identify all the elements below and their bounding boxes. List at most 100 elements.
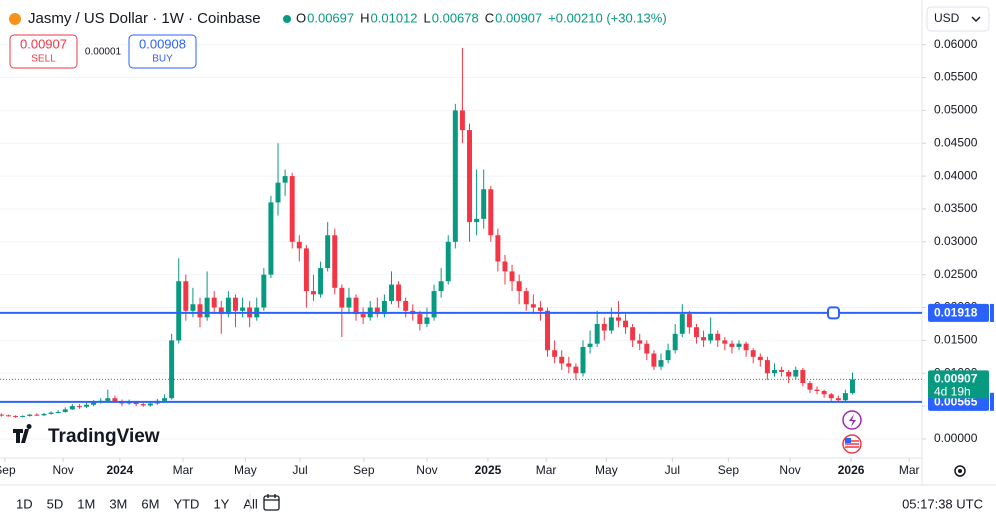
y-tick-label: 0.06000 [934, 37, 978, 51]
candle-body [452, 110, 458, 242]
currency-button[interactable] [926, 6, 990, 32]
candle-body [779, 369, 785, 372]
candle-body [91, 402, 97, 405]
range-button[interactable]: All [243, 496, 258, 511]
candle-body [516, 281, 522, 292]
candle-body [176, 281, 182, 341]
candle-body [48, 412, 54, 414]
candle-body [786, 371, 792, 377]
candle-body [232, 297, 238, 311]
candle-body [20, 415, 26, 417]
settings-icon[interactable] [954, 465, 966, 477]
settings-dot [958, 469, 962, 473]
sell-button[interactable] [9, 34, 78, 69]
candle-body [261, 274, 267, 308]
candle-body [502, 261, 508, 272]
x-tick-label: Mar [899, 463, 920, 477]
change: +0.00210 (+30.13%) [548, 10, 667, 25]
candle-body [842, 393, 848, 401]
range-button[interactable]: 1Y [213, 496, 229, 511]
candle-body [608, 317, 614, 331]
candle-body [296, 241, 302, 249]
candle-body [346, 297, 352, 308]
logo-icon [13, 424, 32, 443]
candle-body [708, 333, 714, 341]
candle-body [147, 403, 153, 406]
x-tick-label: Sep [0, 463, 16, 477]
candle-body [396, 284, 402, 301]
sell-label[interactable]: SELL [31, 54, 56, 65]
line-end [990, 303, 994, 322]
ohlc-value: 0.00697 [307, 10, 354, 25]
ohlc-label: C [485, 10, 494, 25]
candle-body [750, 350, 756, 357]
candle-body [268, 202, 274, 275]
range-button[interactable]: 1D [16, 496, 33, 511]
candle-body [474, 218, 480, 223]
candle-body [835, 398, 841, 401]
symbol-icon [9, 13, 21, 25]
range-button[interactable]: 3M [109, 496, 127, 511]
candle-body [183, 281, 189, 311]
candle-body [438, 281, 444, 292]
candle-body [793, 369, 799, 377]
line-handle[interactable] [827, 306, 840, 320]
market-status [283, 15, 291, 23]
y-tick-label: 0.01500 [934, 333, 978, 347]
x-tick-label: May [234, 463, 257, 477]
sell-price[interactable]: 0.00907 [20, 36, 67, 51]
candle-body [417, 314, 423, 324]
range-button[interactable]: 6M [141, 496, 159, 511]
candle-body [658, 360, 664, 367]
ohlc-value: 0.00907 [495, 10, 542, 25]
candle-body [353, 297, 359, 315]
candle-body [133, 402, 139, 405]
candle-body [757, 356, 763, 361]
calendar-lines [264, 494, 279, 501]
candle-body [190, 304, 196, 311]
candle-body [601, 323, 607, 331]
candle-body [325, 235, 331, 269]
candle-body [481, 189, 487, 219]
y-tick-label: 0.05500 [934, 70, 978, 84]
candle-body [389, 284, 394, 301]
candle-body [318, 268, 324, 295]
candle-body [665, 350, 671, 361]
spread: 0.00001 [85, 47, 122, 58]
x-tick-label: Mar [173, 463, 194, 477]
buy-price[interactable]: 0.00908 [139, 36, 186, 51]
candle-body [41, 413, 47, 416]
candle-body [289, 176, 295, 242]
currency[interactable]: USD [934, 11, 960, 25]
candle-body [169, 340, 175, 399]
range-button[interactable]: 1M [77, 496, 95, 511]
currency-caret [971, 16, 981, 22]
flag-canton [845, 438, 851, 443]
date-range-icon[interactable] [263, 495, 280, 511]
logo: TradingView [48, 426, 160, 447]
candle-body [0, 414, 4, 416]
candle-body [693, 327, 699, 338]
range-button[interactable]: 5D [47, 496, 64, 511]
candle-body [495, 235, 501, 262]
candle-body [814, 389, 820, 391]
x-tick-label: Jul [292, 463, 307, 477]
candle-body [537, 307, 543, 311]
buy-label[interactable]: BUY [152, 54, 173, 65]
candle-body [27, 414, 33, 416]
candle-body [743, 343, 749, 351]
candle-body [672, 333, 678, 351]
candle-body [530, 304, 536, 308]
candle-body [729, 343, 735, 347]
x-tick-label: May [595, 463, 618, 477]
clock[interactable]: 05:17:38 UTC [902, 496, 983, 511]
buy-button[interactable] [128, 34, 197, 69]
symbol-title: Jasmy / US Dollar · 1W · Coinbase [28, 10, 261, 27]
x-tick-label: 2026 [838, 463, 865, 477]
bar-countdown: 4d 19h [934, 385, 971, 399]
range-button[interactable]: YTD [173, 496, 199, 511]
y-tick-label: 0.04500 [934, 135, 978, 149]
candle-body [509, 271, 515, 282]
candle-body [686, 314, 692, 328]
candle-body [523, 291, 529, 305]
